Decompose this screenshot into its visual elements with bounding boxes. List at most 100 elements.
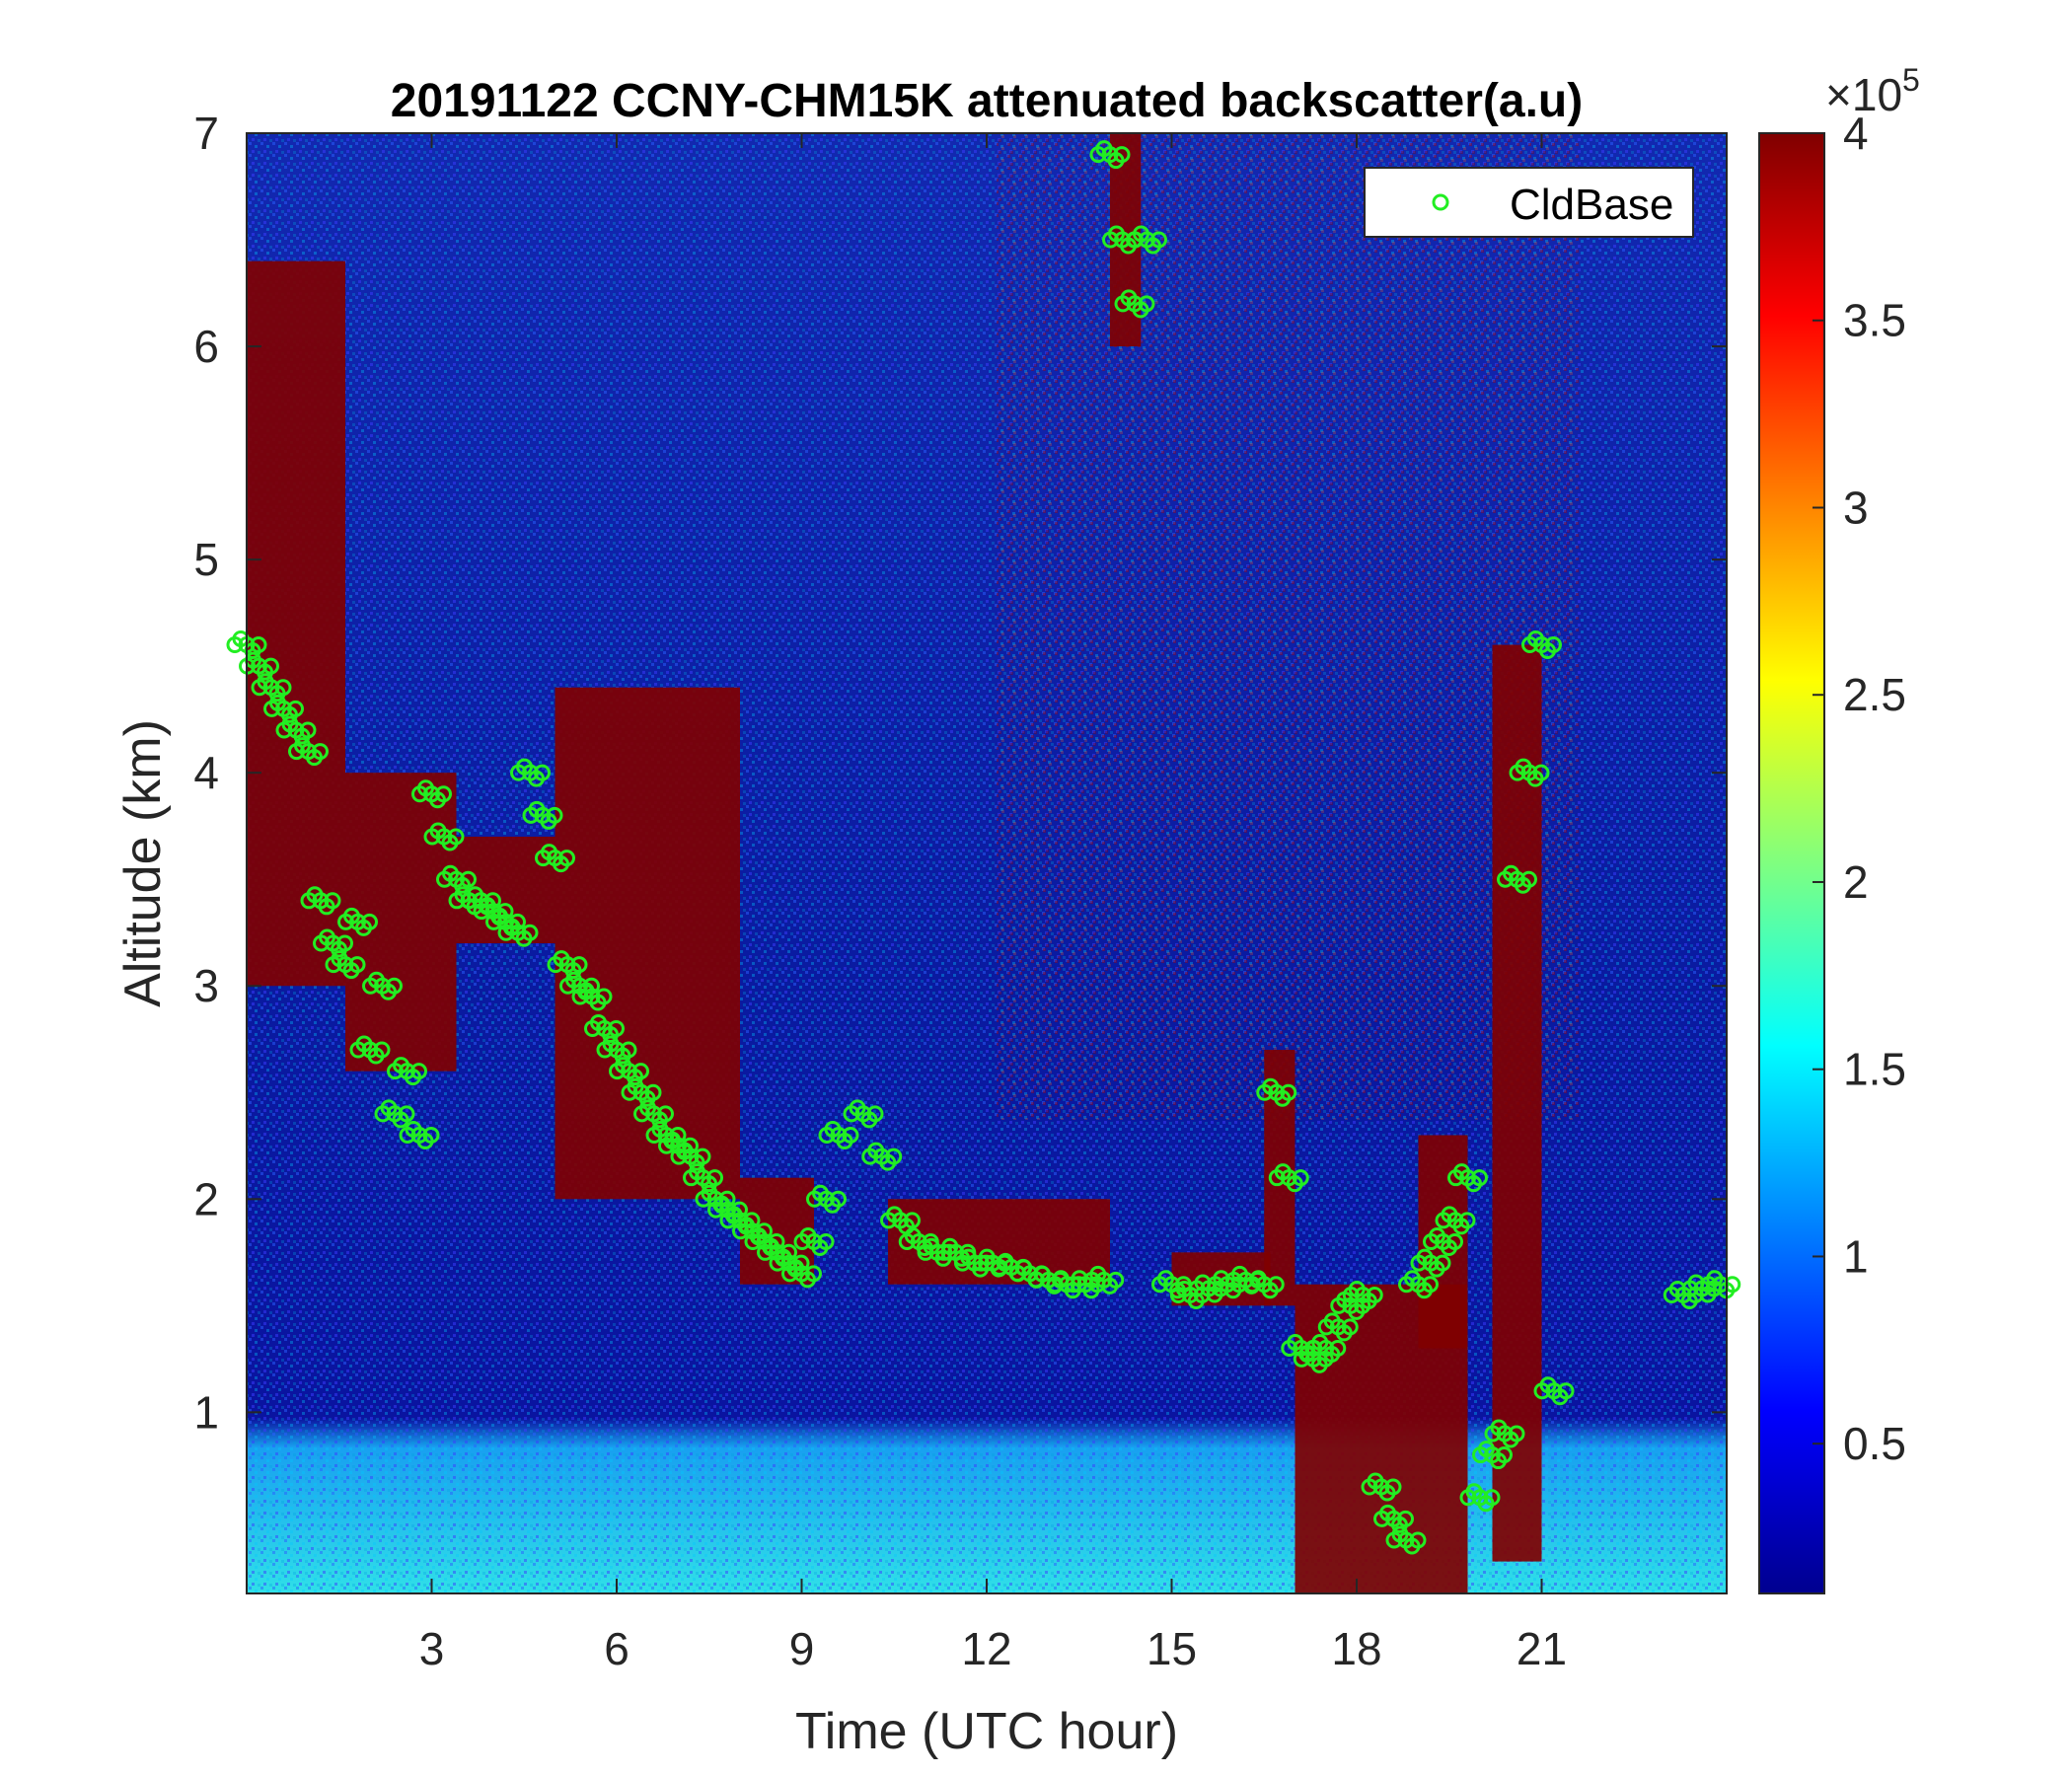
chart-title: 20191122 CCNY-CHM15K attenuated backscat… xyxy=(391,75,1583,127)
cloud-base-point xyxy=(1267,1276,1285,1294)
cloud-base-point xyxy=(422,1126,440,1144)
cloud-base-point xyxy=(1397,1510,1414,1527)
cloud-base-point xyxy=(460,870,477,888)
cloud-base-point xyxy=(1434,1254,1451,1272)
cloud-base-point xyxy=(447,828,465,846)
cloud-base-point xyxy=(250,636,267,654)
cloud-base-point xyxy=(608,1019,625,1037)
cloud-base-point xyxy=(1113,146,1131,164)
cloud-base-point xyxy=(904,1212,921,1229)
cloud-base-point xyxy=(570,956,588,974)
colorbar-tick-label: 3 xyxy=(1843,481,1869,533)
cloud-base-point xyxy=(299,721,317,739)
cloud-base-point xyxy=(1138,295,1155,313)
y-tick-label: 3 xyxy=(193,960,219,1011)
cloud-base-point xyxy=(595,988,613,1005)
y-axis-label: Altitude (km) xyxy=(114,719,172,1007)
cloud-base-point xyxy=(842,1126,859,1144)
cloud-base-point xyxy=(817,1233,835,1251)
cloud-base-point xyxy=(558,850,575,867)
cloud-base-point xyxy=(398,1105,415,1123)
y-tick-label: 1 xyxy=(193,1386,219,1438)
cloud-base-point xyxy=(1471,1169,1488,1187)
cloud-base-point xyxy=(620,1041,637,1059)
cloud-base-point xyxy=(1341,1318,1359,1336)
colorbar: 0.5 1 1.5 2 2.5 3 3.5 4 ×105 xyxy=(1758,62,1920,1594)
colorbar-gradient xyxy=(1758,132,1825,1594)
colorbar-multiplier-base: ×10 xyxy=(1825,69,1902,120)
cloud-base-point xyxy=(866,1105,884,1123)
cloud-base-point xyxy=(1532,764,1550,781)
x-tick-label: 15 xyxy=(1147,1623,1197,1674)
legend: CldBase xyxy=(1364,167,1694,238)
cloud-base-point xyxy=(885,1147,903,1165)
colorbar-tick-label: 2 xyxy=(1843,856,1869,908)
cloud-base-point xyxy=(1107,1271,1125,1289)
cloud-base-point xyxy=(1557,1382,1575,1400)
y-tick-label: 6 xyxy=(193,321,219,372)
y-tick-label: 2 xyxy=(193,1173,219,1224)
legend-box xyxy=(1364,167,1694,238)
cloud-base-point xyxy=(521,924,539,941)
cloud-base-point xyxy=(1329,1340,1347,1358)
x-tick-label: 12 xyxy=(961,1623,1011,1674)
cloud-base-point xyxy=(1384,1478,1402,1496)
cloud-base-point xyxy=(324,892,341,910)
cloud-base-point xyxy=(287,700,304,717)
x-tick-label: 9 xyxy=(789,1623,815,1674)
cloud-base-point xyxy=(657,1105,674,1123)
cloud-base-point xyxy=(262,657,279,675)
cloud-base-point xyxy=(373,1041,391,1059)
colorbar-multiplier: ×105 xyxy=(1825,62,1920,120)
colorbar-ticks: 0.5 1 1.5 2 2.5 3 3.5 4 xyxy=(1813,108,1906,1469)
colorbar-tick-label: 3.5 xyxy=(1843,295,1906,346)
cloud-base-point xyxy=(632,1063,649,1080)
legend-entry-cldbase: CldBase xyxy=(1510,181,1673,229)
cloud-base-point xyxy=(1545,636,1562,654)
x-tick-label: 18 xyxy=(1331,1623,1381,1674)
cloud-layer-region xyxy=(247,260,345,987)
cloud-base-point xyxy=(1496,1446,1513,1464)
cloud-base-point xyxy=(1458,1212,1476,1229)
cloud-base-markers xyxy=(226,140,1741,1555)
y-tick-label: 5 xyxy=(193,534,219,585)
cloud-base-point xyxy=(1422,1276,1439,1294)
cloud-base-point xyxy=(706,1169,723,1187)
x-tick-label: 6 xyxy=(604,1623,629,1674)
y-axis: 1 2 3 4 5 6 7 xyxy=(193,108,1727,1438)
cloud-base-point xyxy=(534,764,551,781)
x-axis-label: Time (UTC hour) xyxy=(795,1703,1178,1760)
x-tick-label: 21 xyxy=(1517,1623,1567,1674)
cloud-base-point xyxy=(1366,1287,1383,1304)
cloud-base-point xyxy=(1446,1233,1463,1251)
y-tick-label: 4 xyxy=(193,747,219,798)
cloud-base-point xyxy=(694,1147,711,1165)
cloud-base-point xyxy=(644,1083,662,1101)
cloud-base-point xyxy=(336,934,353,952)
cloud-base-point xyxy=(830,1190,847,1208)
x-tick-label: 3 xyxy=(419,1623,445,1674)
colorbar-tick-label: 4 xyxy=(1843,108,1869,159)
cloud-base-point xyxy=(361,913,378,930)
colorbar-tick-label: 1.5 xyxy=(1843,1044,1906,1095)
x-axis: 3 6 9 12 15 18 21 xyxy=(419,133,1567,1674)
colorbar-tick-label: 2.5 xyxy=(1843,669,1906,720)
cloud-base-point xyxy=(312,743,329,761)
cloud-base-point xyxy=(1292,1169,1309,1187)
cloud-layer-region xyxy=(1492,644,1542,1562)
cloud-base-point xyxy=(1409,1531,1427,1549)
cloud-base-point xyxy=(274,679,292,697)
y-tick-label: 7 xyxy=(193,108,219,159)
backscatter-heatmap xyxy=(247,133,1727,1593)
cloud-base-point xyxy=(348,956,366,974)
heatmap-upper-noise-region xyxy=(997,133,1579,1120)
colorbar-tick-label: 0.5 xyxy=(1843,1418,1906,1469)
cloud-base-point xyxy=(1280,1083,1297,1101)
cloud-base-point xyxy=(1150,231,1167,249)
cloud-base-point xyxy=(546,806,563,824)
legend-marker xyxy=(1432,193,1449,211)
colorbar-tick-label: 1 xyxy=(1843,1230,1869,1282)
cloud-base-point xyxy=(805,1265,822,1283)
cloud-base-point xyxy=(386,977,403,995)
